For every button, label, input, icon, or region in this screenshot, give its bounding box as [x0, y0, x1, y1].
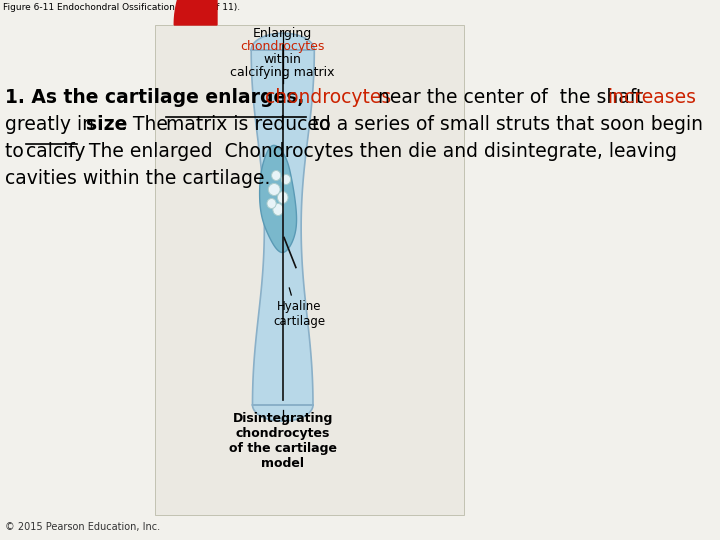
Text: matrix is reduced: matrix is reduced — [166, 115, 330, 134]
Ellipse shape — [267, 199, 276, 208]
Text: © 2015 Pearson Education, Inc.: © 2015 Pearson Education, Inc. — [5, 522, 161, 532]
Polygon shape — [251, 33, 315, 421]
Text: near the center of  the shaft: near the center of the shaft — [372, 88, 649, 107]
Ellipse shape — [277, 192, 288, 204]
Text: Figure 6-11 Endochondral Ossification (Part 5 of 11).: Figure 6-11 Endochondral Ossification (P… — [4, 3, 240, 12]
Ellipse shape — [271, 171, 281, 180]
Ellipse shape — [282, 174, 291, 185]
Text: 1. As the cartilage enlarges,: 1. As the cartilage enlarges, — [5, 88, 311, 107]
Text: chondrocytes: chondrocytes — [240, 40, 325, 53]
Ellipse shape — [273, 204, 284, 215]
Text: to a series of small struts that soon begin: to a series of small struts that soon be… — [305, 115, 703, 134]
Polygon shape — [260, 145, 297, 253]
Text: cavities within the cartilage.: cavities within the cartilage. — [5, 169, 271, 188]
Text: greatly in: greatly in — [5, 115, 100, 134]
Text: Disintegrating
chondrocytes
of the cartilage
model: Disintegrating chondrocytes of the carti… — [229, 412, 337, 470]
Text: . The enlarged  Chondrocytes then die and disintegrate, leaving: . The enlarged Chondrocytes then die and… — [77, 142, 677, 161]
Text: . The: . The — [121, 115, 174, 134]
Bar — [155, 25, 464, 515]
Polygon shape — [174, 0, 217, 25]
Text: size: size — [86, 115, 127, 134]
Text: calcifying matrix: calcifying matrix — [230, 66, 335, 79]
Text: increases: increases — [607, 88, 696, 107]
Text: to: to — [5, 142, 30, 161]
Text: within: within — [264, 53, 302, 66]
Text: Enlarging: Enlarging — [253, 27, 312, 40]
Ellipse shape — [269, 184, 280, 195]
Text: Hyaline
cartilage: Hyaline cartilage — [273, 300, 325, 328]
Text: chondrocytes: chondrocytes — [265, 88, 391, 107]
Text: calcify: calcify — [26, 142, 86, 161]
